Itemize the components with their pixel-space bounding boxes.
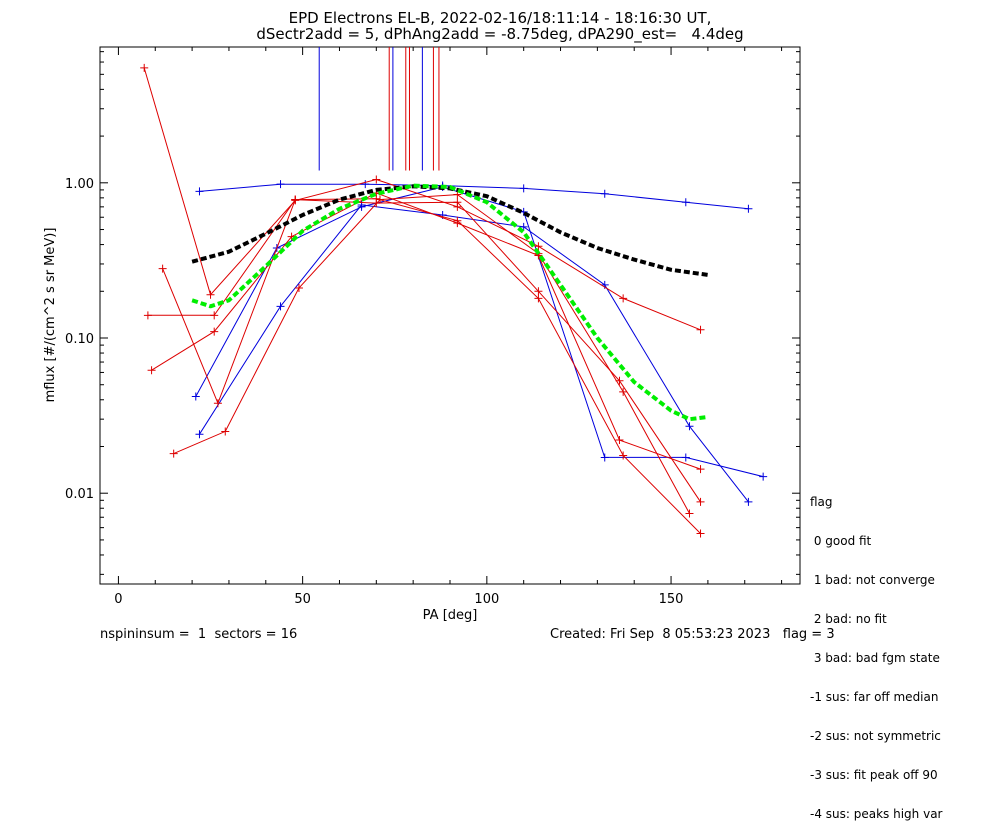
flag-line: -3 sus: fit peak off 90 [810,768,938,782]
data-point-marker [534,242,543,251]
data-point-marker [619,294,628,303]
data-point-marker [276,302,285,311]
data-point-marker [210,311,219,320]
data-point-marker [376,195,384,204]
data-point-marker [696,529,705,538]
data-point-marker [276,180,285,189]
data-point-marker [759,472,768,481]
series-line [173,194,690,514]
x-tick-label: 50 [294,592,311,607]
data-point-marker [600,453,609,462]
series-line [143,67,701,331]
series-line [195,186,764,478]
data-point-marker [744,204,753,213]
flag-legend: flag 0 good fit 1 bad: not converge 2 ba… [810,470,942,834]
series-line [199,183,749,210]
flag-line: -2 sus: not symmetric [810,729,941,743]
data-point-marker [221,427,230,436]
series-group [140,63,768,538]
flag-line: 3 bad: bad fgm state [810,651,940,665]
data-point-marker [169,449,178,458]
data-point-marker [361,180,370,189]
data-point-marker [206,290,215,299]
flag-line: 2 bad: no fit [810,612,887,626]
series-line [199,204,749,503]
data-point-marker [519,222,528,231]
data-point-marker [147,366,156,375]
series-line [147,199,701,503]
data-point-marker [210,327,219,336]
data-point-marker [372,194,381,203]
flag-line: -4 sus: peaks high var [810,807,943,821]
y-tick-label: 1.00 [65,177,94,192]
footer-right: Created: Fri Sep 8 05:53:23 2023 flag = … [550,627,835,642]
series-line [151,192,701,470]
data-point-marker [696,497,705,506]
x-tick-label: 100 [474,592,499,607]
flag-line: -1 sus: far off median [810,690,939,704]
fit-curves [191,183,709,422]
flag-legend-title: flag [810,495,833,509]
data-point-marker [696,465,705,474]
fit-curve [191,183,709,422]
data-point-marker [685,422,694,431]
footer-left: nspininsum = 1 sectors = 16 [100,627,298,642]
data-point-marker [453,198,462,207]
axes: 0 50 100 150 0.01 0.10 1.00 [65,47,800,607]
data-point-marker [158,264,167,273]
data-point-marker [372,175,381,184]
data-point-marker [519,184,528,193]
data-point-marker [681,453,690,462]
data-point-marker [619,387,628,396]
data-point-marker [453,216,462,225]
data-point-marker [681,198,690,207]
flag-line: 1 bad: not converge [810,573,935,587]
x-tick-label: 150 [659,592,684,607]
y-tick-label: 0.01 [65,487,94,502]
series-line [162,198,701,534]
chart: 0 50 100 150 0.01 0.10 1.00 PA [deg] mflux [#/… [43,46,801,623]
data-point-marker [140,63,149,72]
data-point-marker [213,399,222,408]
data-point-marker [685,509,694,518]
data-point-marker [696,325,705,334]
data-point-marker [195,430,204,439]
data-point-marker [357,202,366,211]
x-tick-label: 0 [114,592,122,607]
title-line-2: dSectr2add = 5, dPhAng2add = -8.75deg, d… [256,25,744,43]
y-axis-label: mflux [#/(cm^2 s sr MeV)] [43,228,58,403]
data-point-marker [291,195,300,204]
data-point-marker [615,436,624,445]
data-point-marker [534,287,543,296]
data-point-marker [619,451,628,460]
data-point-marker [294,283,303,292]
data-point-marker [195,187,204,196]
data-point-marker [600,189,609,198]
flag-line: 0 good fit [810,534,872,548]
vertical-markers [318,47,440,171]
title-line-1: EPD Electrons EL-B, 2022-02-16/18:11:14 … [288,9,712,27]
x-axis-label: PA [deg] [423,608,478,623]
data-point-marker [143,311,152,320]
data-point-marker [534,294,543,303]
data-point-marker [191,392,200,401]
y-tick-label: 0.10 [65,332,94,347]
data-point-marker [744,497,753,506]
